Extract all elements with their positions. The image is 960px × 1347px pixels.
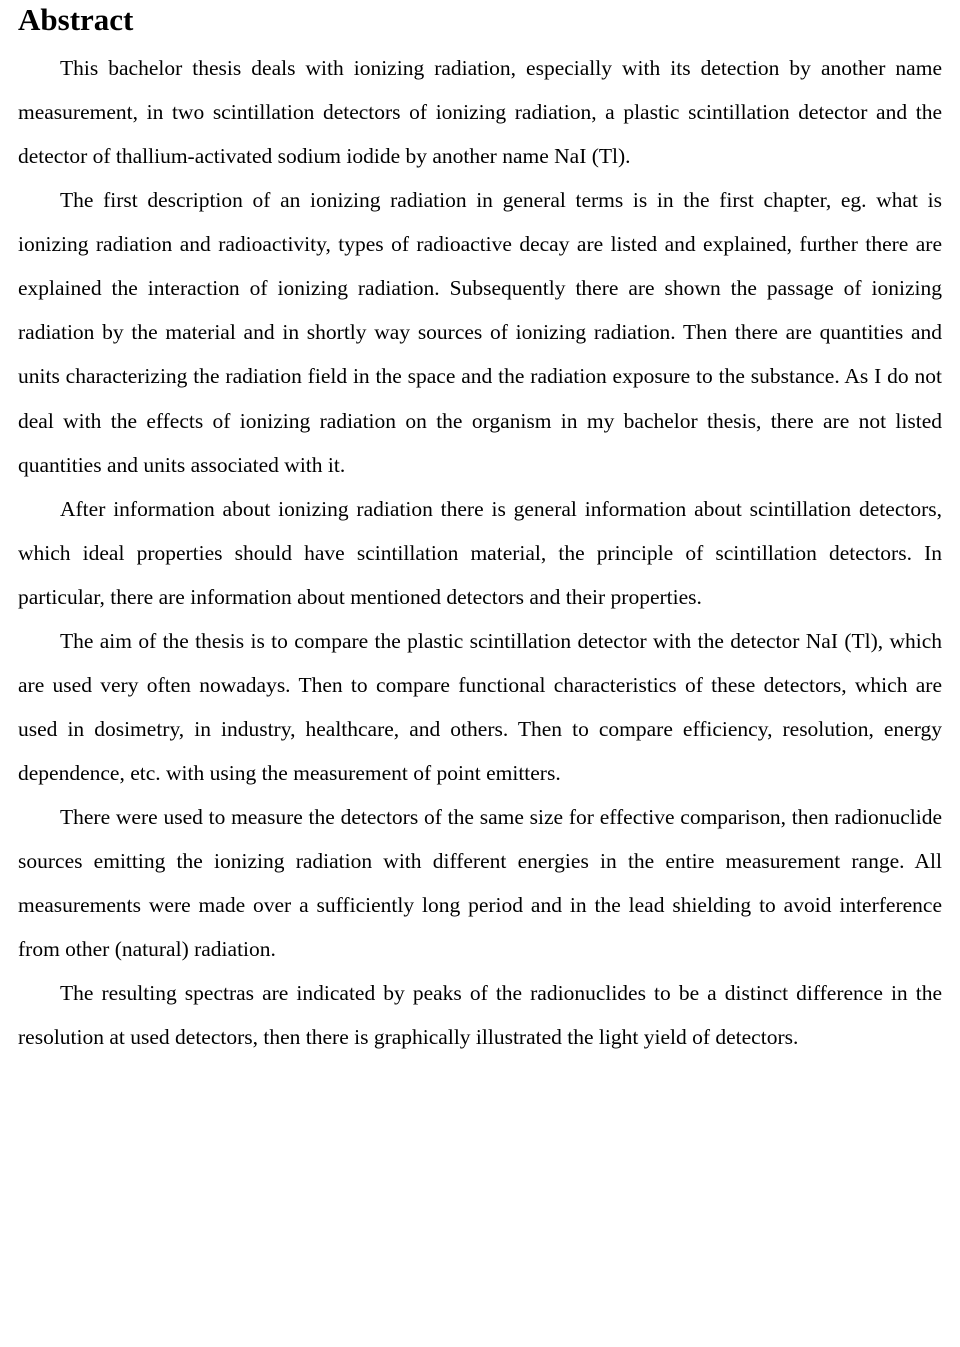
abstract-paragraph: After information about ionizing radiati… bbox=[18, 487, 942, 619]
abstract-paragraph: The aim of the thesis is to compare the … bbox=[18, 619, 942, 795]
abstract-paragraph: This bachelor thesis deals with ionizing… bbox=[18, 46, 942, 178]
abstract-paragraph: The first description of an ionizing rad… bbox=[18, 178, 942, 486]
abstract-paragraph: There were used to measure the detectors… bbox=[18, 795, 942, 971]
abstract-title: Abstract bbox=[18, 2, 942, 38]
abstract-paragraph: The resulting spectras are indicated by … bbox=[18, 971, 942, 1059]
